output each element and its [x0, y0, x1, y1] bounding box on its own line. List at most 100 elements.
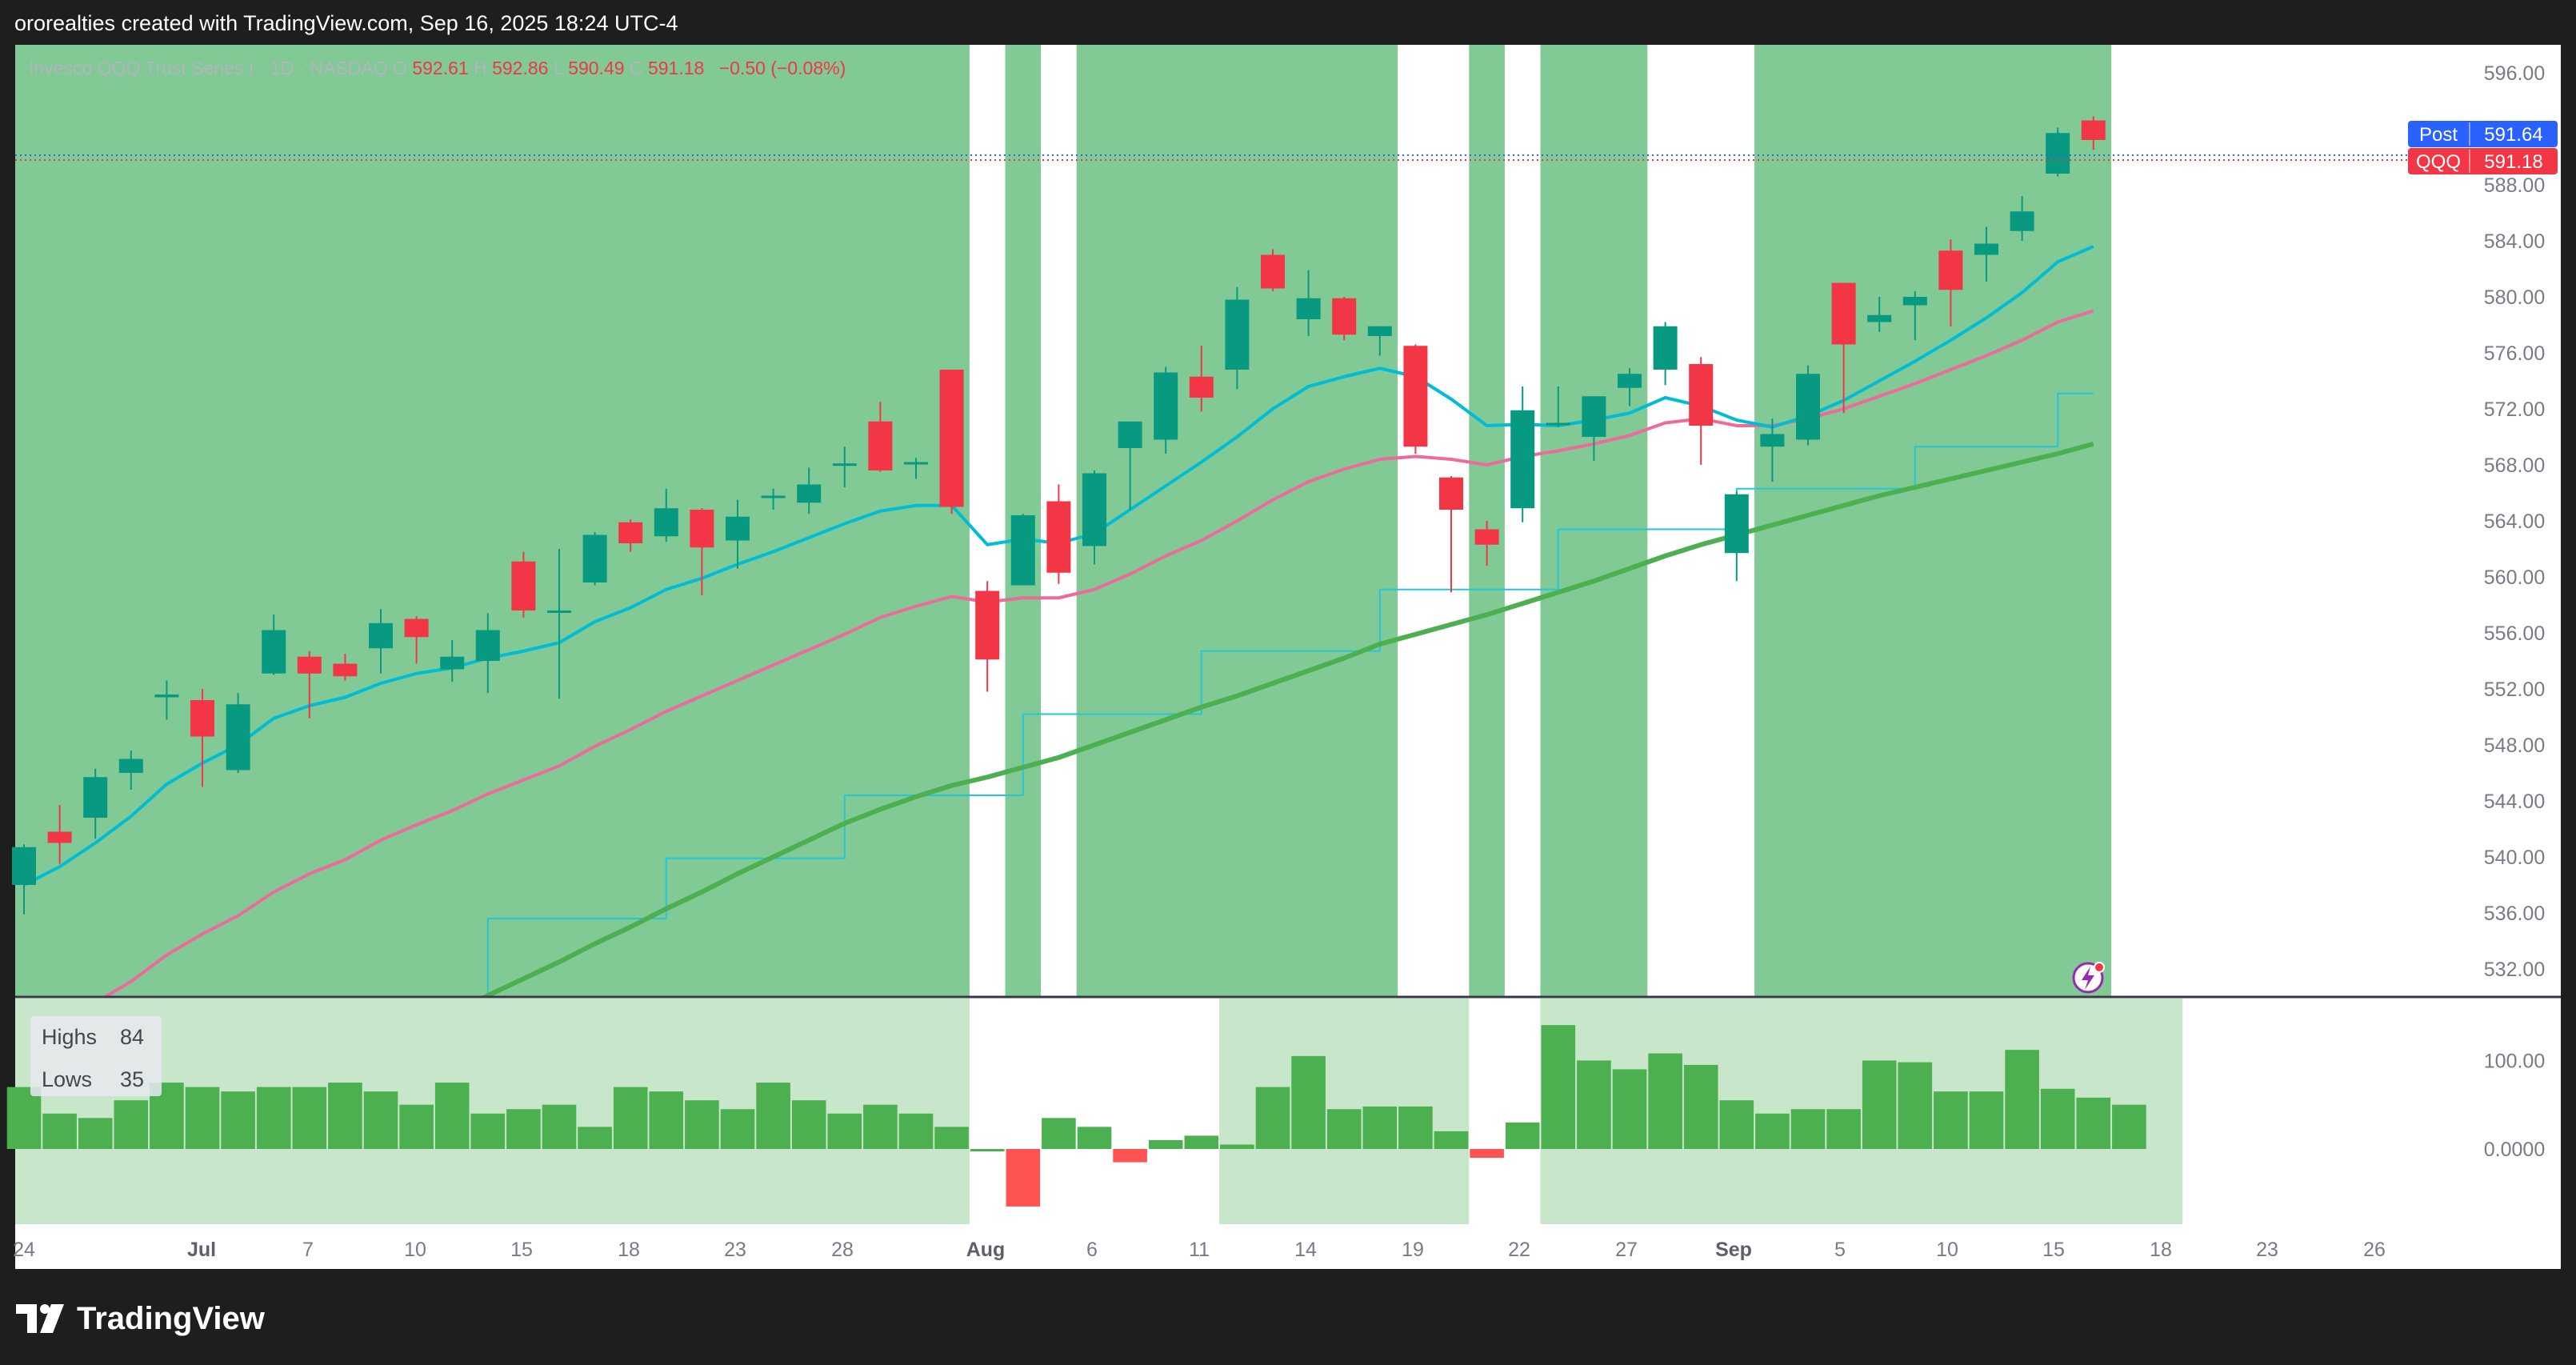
- histogram-bar: [1398, 1106, 1433, 1149]
- legend-separator: ·: [259, 58, 270, 78]
- time-axis-label: 27: [1615, 1239, 1638, 1261]
- candle-body: [1974, 243, 1998, 255]
- highs-value: 84: [120, 1025, 144, 1049]
- time-axis-label: 14: [1294, 1239, 1317, 1261]
- candle-body: [1831, 282, 1856, 345]
- price-axis-label: 588.00: [2484, 174, 2545, 197]
- candle-body: [1582, 396, 1606, 437]
- candle-body: [190, 700, 214, 737]
- candle-body: [1082, 473, 1106, 546]
- price-axis-label: 560.00: [2484, 566, 2545, 589]
- candle-body: [1332, 298, 1357, 335]
- shaded-region: [1540, 45, 1648, 997]
- histogram-bar: [1470, 1149, 1504, 1159]
- histogram-bar: [2005, 1050, 2039, 1149]
- last-price-badge[interactable]: QQQ 591.18: [2408, 148, 2558, 174]
- legend-close-label: C: [630, 58, 643, 78]
- histogram-bar: [399, 1104, 434, 1149]
- legend-open-label: O: [393, 58, 407, 78]
- candle-body: [2081, 120, 2106, 140]
- candle-body: [2010, 211, 2034, 231]
- histogram-bar: [221, 1091, 255, 1149]
- histogram-bar: [1612, 1069, 1647, 1149]
- time-axis-label: 26: [2363, 1239, 2386, 1261]
- histogram-bar: [1362, 1106, 1398, 1149]
- time-axis-label: 22: [1508, 1239, 1530, 1261]
- post-badge-value: 591.64: [2484, 124, 2542, 146]
- histogram-bar: [649, 1091, 684, 1149]
- time-axis-label: 24: [13, 1239, 35, 1261]
- time-axis-label: 23: [2256, 1239, 2278, 1261]
- price-axis-label: 596.00: [2484, 62, 2545, 85]
- price-axis-label: 532.00: [2484, 959, 2545, 981]
- price-axis-label: 564.00: [2484, 510, 2545, 533]
- candle-body: [1760, 434, 1785, 447]
- histogram-bar: [78, 1118, 113, 1149]
- histogram-bar: [1255, 1087, 1290, 1149]
- histogram-layer: [6, 1025, 2146, 1207]
- histogram-bar: [1862, 1060, 1897, 1149]
- time-axis-label: Jul: [187, 1239, 216, 1261]
- candle-body: [1296, 298, 1321, 319]
- legend-change: −0.50 (−0.08%): [719, 58, 846, 78]
- indicator-axis[interactable]: 100.00 0.0000: [2484, 1050, 2545, 1161]
- indicator-axis-label: 100.00: [2484, 1050, 2545, 1072]
- price-axis-label: 576.00: [2484, 342, 2545, 365]
- candles-layer: [12, 116, 2106, 915]
- histogram-bar: [1220, 1144, 1254, 1149]
- alert-lightning-icon[interactable]: [2072, 962, 2105, 994]
- time-axis-label: 15: [510, 1239, 533, 1261]
- histogram-bar: [756, 1083, 790, 1149]
- candle-body: [262, 630, 286, 674]
- histogram-bar: [791, 1100, 826, 1149]
- candle-body: [2046, 133, 2070, 174]
- indicator-legend[interactable]: Highs 84 Lows 35: [30, 1016, 162, 1096]
- symbol-legend[interactable]: Invesco QQQ Trust Series I · 1D · NASDAQ…: [29, 58, 846, 78]
- histogram-bar: [578, 1127, 612, 1149]
- attribution-text: ororealties created with TradingView.com…: [14, 11, 678, 35]
- histogram-bar: [970, 1149, 1005, 1151]
- indicator-axis-label: 0.0000: [2484, 1139, 2545, 1161]
- histogram-bar: [1434, 1131, 1469, 1149]
- candle-body: [1546, 422, 1570, 426]
- candle-body: [904, 462, 928, 465]
- price-axis-label: 544.00: [2484, 791, 2545, 813]
- candle-body: [939, 370, 964, 507]
- candle-body: [797, 484, 822, 503]
- attribution-bar: ororealties created with TradingView.com…: [0, 0, 2576, 46]
- legend-close: 591.18: [648, 58, 704, 78]
- candle-body: [47, 831, 72, 843]
- candle-body: [226, 704, 250, 771]
- histogram-bar: [613, 1087, 648, 1149]
- candle-body: [1796, 374, 1820, 440]
- candle-body: [582, 534, 607, 582]
- histogram-bar: [1934, 1091, 1968, 1149]
- shaded-region: [15, 45, 970, 997]
- candle-body: [761, 495, 786, 498]
- legend-separator: ·: [298, 58, 310, 78]
- candle-body: [1902, 297, 1927, 306]
- histogram-bar: [42, 1113, 77, 1149]
- candle-body: [1403, 346, 1428, 447]
- histogram-bar: [1541, 1025, 1576, 1149]
- last-badge-value: 591.18: [2484, 151, 2542, 173]
- histogram-bar: [542, 1104, 577, 1149]
- legend-interval: 1D: [270, 58, 294, 78]
- histogram-bar: [1648, 1053, 1682, 1149]
- candle-body: [832, 463, 857, 466]
- indicator-shaded-region: [1540, 999, 2183, 1224]
- candle-body: [1938, 250, 1963, 290]
- histogram-bar: [720, 1109, 755, 1149]
- post-badge[interactable]: Post 591.64: [2408, 121, 2558, 147]
- histogram-bar: [292, 1087, 327, 1149]
- candle-body: [1046, 501, 1071, 573]
- step-line: [486, 392, 2094, 997]
- histogram-bar: [1969, 1091, 2004, 1149]
- price-axis[interactable]: 596.00592.00588.00584.00580.00576.00572.…: [2484, 62, 2545, 981]
- histogram-bar: [1826, 1109, 1861, 1149]
- time-axis[interactable]: 24 Jul 7 10 15 18 23 28 Aug 6 11 14 19 22 27 Sep 5 10 15 18…: [13, 1239, 2386, 1261]
- lows-label: Lows: [42, 1067, 92, 1091]
- histogram-bar: [1006, 1149, 1041, 1207]
- tradingview-brand[interactable]: TradingView: [16, 1296, 265, 1341]
